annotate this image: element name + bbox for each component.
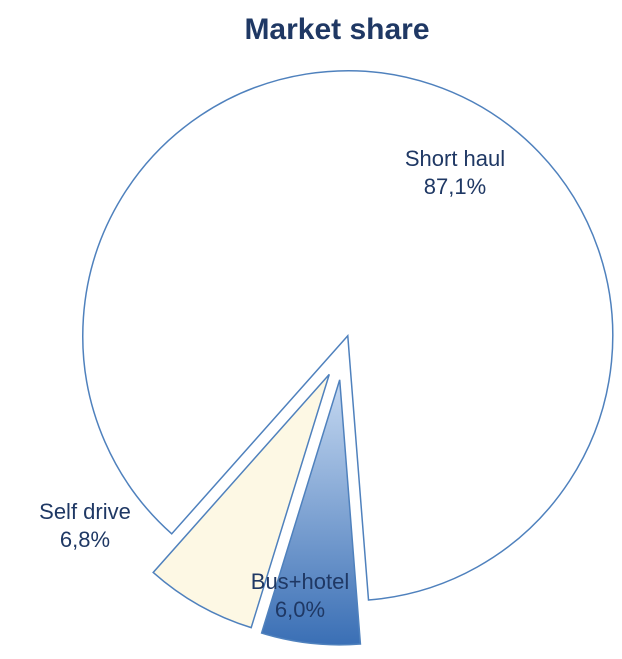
category-label: Bus+hotel xyxy=(251,569,349,594)
chart: Market share Short haul 87,1% Bus+hotel 6,0… xyxy=(0,0,622,659)
value-label: 6,8% xyxy=(60,527,110,552)
chart-title: Market share xyxy=(244,13,429,46)
value-label: 87,1% xyxy=(424,174,486,199)
pie xyxy=(83,71,613,645)
category-label: Self drive xyxy=(39,499,131,524)
value-label: 6,0% xyxy=(275,597,325,622)
category-label: Short haul xyxy=(405,146,505,171)
slice-label: Self drive 6,8% xyxy=(39,499,131,552)
